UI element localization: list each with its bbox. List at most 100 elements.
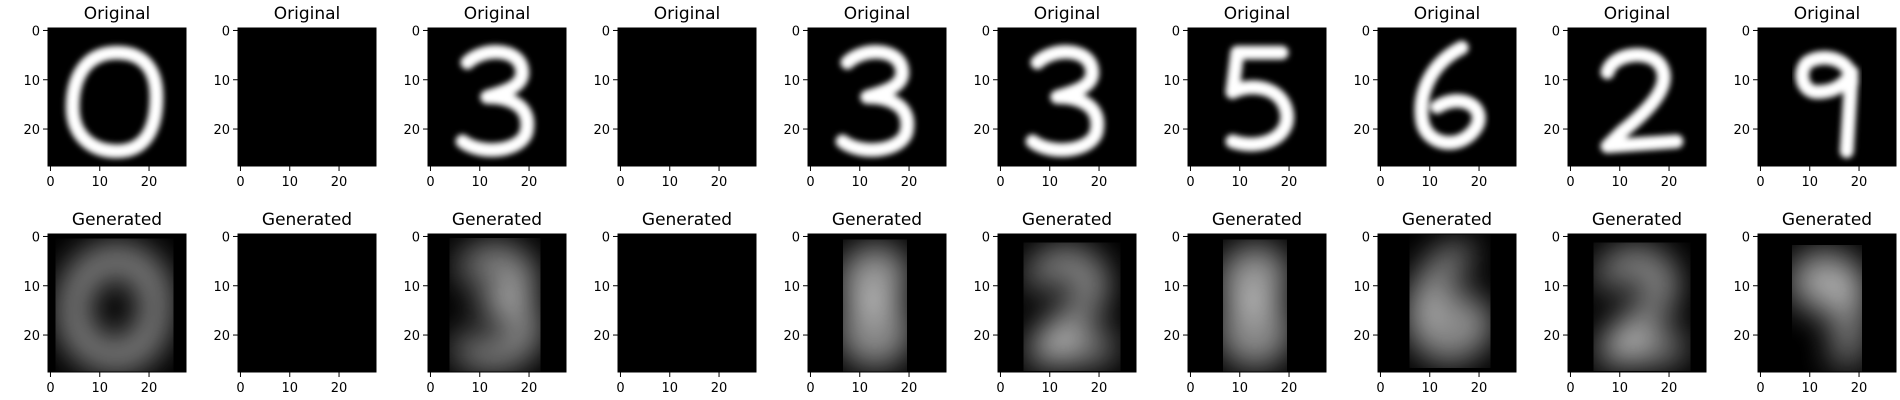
x-tick-label: 10	[91, 175, 108, 190]
subplot-original-3: Original 0 10 20 0 10 20	[593, 4, 757, 190]
subplot-title: Generated	[1782, 210, 1872, 230]
x-tick-label: 0	[1566, 381, 1574, 396]
y-tick-label: 10	[1353, 74, 1370, 89]
x-tick-label: 10	[471, 175, 488, 190]
y-tick-label: 20	[783, 329, 800, 344]
digit-image-3	[453, 249, 537, 365]
y-tick-label: 0	[1172, 24, 1180, 39]
x-tick-label: 20	[1661, 175, 1678, 190]
x-tick-label: 10	[1421, 381, 1438, 396]
x-tick-label: 0	[236, 175, 244, 190]
y-tick-label: 10	[973, 74, 990, 89]
x-tick-label: 0	[426, 175, 434, 190]
x-tick-label: 20	[901, 175, 918, 190]
y-tick-label: 20	[1163, 329, 1180, 344]
y-tick-label: 20	[1353, 329, 1370, 344]
x-tick-label: 10	[1801, 175, 1818, 190]
axes-frame	[997, 233, 1137, 373]
y-tick-label: 0	[222, 230, 230, 245]
y-tick-label: 20	[1733, 329, 1750, 344]
y-tick-label: 20	[1163, 123, 1180, 138]
y-tick-label: 10	[1163, 74, 1180, 89]
digit-image-0	[63, 249, 166, 367]
y-tick-label: 10	[1163, 280, 1180, 295]
x-tick-label: 0	[806, 175, 814, 190]
x-tick-label: 10	[1611, 381, 1628, 396]
x-tick-label: 10	[1041, 175, 1058, 190]
y-tick-label: 20	[403, 123, 420, 138]
subplot-title: Original	[84, 4, 151, 24]
subplot-generated-0: Generated 0 10 20 0 10 20	[23, 210, 187, 396]
subplot-generated-5: Generated 0 10 20 0 10 20	[973, 210, 1137, 396]
x-tick-label: 10	[661, 175, 678, 190]
y-tick-label: 10	[783, 280, 800, 295]
axes-frame	[1187, 27, 1327, 167]
x-tick-label: 0	[426, 381, 434, 396]
x-tick-label: 10	[661, 381, 678, 396]
x-tick-label: 0	[616, 381, 624, 396]
subplot-title: Generated	[1402, 210, 1492, 230]
x-tick-label: 20	[1471, 175, 1488, 190]
x-tick-label: 20	[1471, 381, 1488, 396]
subplot-title: Original	[1034, 4, 1101, 24]
x-tick-label: 20	[141, 381, 158, 396]
y-tick-label: 0	[222, 24, 230, 39]
x-tick-label: 10	[281, 381, 298, 396]
x-tick-label: 10	[471, 381, 488, 396]
y-tick-label: 0	[1552, 24, 1560, 39]
y-tick-label: 0	[1552, 230, 1560, 245]
subplot-title: Generated	[1592, 210, 1682, 230]
y-tick-label: 10	[213, 74, 230, 89]
x-tick-label: 20	[711, 381, 728, 396]
subplot-title: Generated	[72, 210, 162, 230]
subplot-generated-9: Generated 0 10 20 0 10 20	[1733, 210, 1897, 396]
y-tick-label: 10	[783, 74, 800, 89]
subplot-original-8: Original 0 10 20 0 10 20	[1543, 4, 1707, 190]
y-tick-label: 10	[403, 280, 420, 295]
axes-frame	[1567, 27, 1707, 167]
x-tick-label: 20	[331, 175, 348, 190]
subplot-original-5: Original 0 10 20 0 10 20	[973, 4, 1137, 190]
x-tick-label: 20	[711, 175, 728, 190]
subplot-generated-1: Generated 0 10 20 0 10 20	[213, 210, 377, 396]
subplot-original-4: Original 0 10 20 0 10 20	[783, 4, 947, 190]
axes-frame	[427, 27, 567, 167]
subplot-original-2: Original 0 10 20 0 10 20	[403, 4, 567, 190]
y-tick-label: 0	[982, 230, 990, 245]
axes-frame	[1377, 233, 1517, 373]
x-tick-label: 20	[1091, 175, 1108, 190]
y-tick-label: 0	[1362, 230, 1370, 245]
subplot-title: Original	[1604, 4, 1671, 24]
y-tick-label: 20	[23, 329, 40, 344]
subplot-title: Generated	[832, 210, 922, 230]
y-tick-label: 0	[1742, 230, 1750, 245]
subplot-generated-3: Generated 0 10 20 0 10 20	[593, 210, 757, 396]
y-tick-label: 20	[593, 123, 610, 138]
y-tick-label: 20	[593, 329, 610, 344]
y-tick-label: 20	[23, 123, 40, 138]
x-tick-label: 0	[46, 381, 54, 396]
subplot-title: Generated	[642, 210, 732, 230]
subplot-generated-6: Generated 0 10 20 0 10 20	[1163, 210, 1327, 396]
y-tick-label: 10	[23, 280, 40, 295]
x-tick-label: 20	[1091, 381, 1108, 396]
axes-frame	[237, 233, 377, 373]
x-tick-label: 0	[1186, 381, 1194, 396]
digit-image-2	[1028, 252, 1116, 362]
axes-frame	[47, 233, 187, 373]
y-tick-label: 0	[1362, 24, 1370, 39]
y-tick-label: 0	[32, 230, 40, 245]
y-tick-label: 20	[403, 329, 420, 344]
digit-image-3	[1025, 45, 1105, 157]
x-tick-label: 10	[1231, 381, 1248, 396]
axes-frame	[1567, 233, 1707, 373]
digit-image-9	[1795, 50, 1859, 159]
x-tick-label: 20	[901, 381, 918, 396]
digit-image-6	[1412, 244, 1488, 358]
digit-image-2	[1598, 252, 1686, 362]
y-tick-label: 10	[1543, 280, 1560, 295]
y-tick-label: 0	[1742, 24, 1750, 39]
subplot-generated-8: Generated 0 10 20 0 10 20	[1543, 210, 1707, 396]
axes-frame	[1187, 233, 1327, 373]
